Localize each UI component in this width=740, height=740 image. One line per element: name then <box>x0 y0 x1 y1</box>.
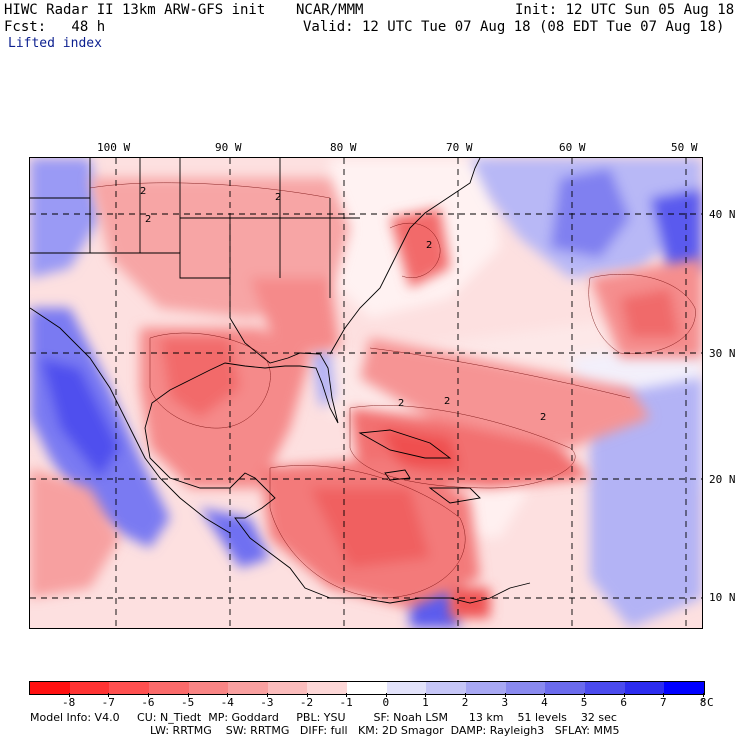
colorbar-label: 6 <box>620 696 628 709</box>
colorbar-segment <box>109 682 149 694</box>
colorbar-segment <box>624 682 665 694</box>
contour-label: 2 <box>140 186 146 197</box>
colorbar-label: -2 <box>299 696 314 709</box>
colorbar-label: 5 <box>580 696 588 709</box>
colorbar-label: -4 <box>220 696 234 709</box>
colorbar-segment <box>545 682 585 694</box>
colorbar-label: -8 <box>62 696 76 709</box>
colorbar-tick <box>266 693 268 697</box>
colorbar-label: -6 <box>141 696 155 709</box>
field-name: Lifted index <box>8 36 102 51</box>
contour-label: 2 <box>444 396 450 407</box>
colorbar-segment <box>30 682 70 694</box>
colorbar-segment <box>664 682 704 694</box>
colorbar-tick <box>346 693 348 697</box>
colorbar-segment <box>267 682 308 694</box>
colorbar-tick <box>663 693 665 697</box>
colorbar-tick <box>68 693 70 697</box>
colorbar-tick <box>425 693 427 697</box>
colorbar-segment <box>148 682 189 694</box>
valid-time: Valid: 12 UTC Tue 07 Aug 18 (08 EDT Tue … <box>303 19 725 35</box>
colorbar-tick <box>544 693 546 697</box>
colorbar-tick <box>306 693 308 697</box>
colorbar-tick <box>227 693 229 697</box>
colorbar-tick <box>465 693 467 697</box>
colorbar-segment <box>347 682 387 694</box>
colorbar-segment <box>228 682 268 694</box>
colorbar-tick <box>108 693 110 697</box>
colorbar-tick <box>187 693 189 697</box>
colorbar-segment <box>69 682 110 694</box>
colorbar-tick <box>584 693 586 697</box>
org-label: NCAR/MMM <box>296 2 364 18</box>
init-time: Init: 12 UTC Sun 05 Aug 18 <box>515 2 735 18</box>
plot-title: HIWC Radar II 13km ARW-GFS init <box>4 2 266 18</box>
colorbar-label: -5 <box>180 696 195 709</box>
lifted-index-map: 2 2 2 2 2 2 2 <box>30 158 702 628</box>
latlon-grid <box>30 158 702 628</box>
colorbar-tick <box>385 693 387 697</box>
colorbar-label: 7 <box>660 696 667 709</box>
colorbar-label: 3 <box>501 696 509 709</box>
colorbar-segment <box>426 682 467 694</box>
colorbar-label: 8 <box>699 696 707 709</box>
colorbar-segment <box>466 682 506 694</box>
lat-label-30n: 30 N <box>709 347 736 360</box>
colorbar-segment <box>505 682 546 694</box>
lat-label-10n: 10 N <box>709 591 736 604</box>
stable-regions <box>30 158 702 628</box>
colorbar <box>29 681 705 695</box>
colorbar-label: -3 <box>260 696 274 709</box>
lon-label-70w: 70 W <box>446 141 473 154</box>
colorbar-tick <box>504 693 506 697</box>
lon-label-60w: 60 W <box>559 141 586 154</box>
colorbar-label: 1 <box>422 696 429 709</box>
contour-label: 2 <box>145 214 151 225</box>
colorbar-label: °C <box>700 696 714 709</box>
forecast-hour: Fcst: 48 h <box>4 19 106 35</box>
model-info-line2: LW: RRTMG SW: RRTMG DIFF: full KM: 2D Sm… <box>150 724 620 737</box>
lon-label-100w: 100 W <box>97 141 131 154</box>
colorbar-label: -1 <box>339 696 353 709</box>
colorbar-label: 0 <box>382 696 390 709</box>
lat-label-20n: 20 N <box>709 473 736 486</box>
lat-label-40n: 40 N <box>709 208 736 221</box>
colorbar-label: 2 <box>461 696 469 709</box>
lon-label-80w: 80 W <box>330 141 357 154</box>
contour-lines <box>89 182 696 599</box>
colorbar-tick <box>147 693 149 697</box>
map-panel: 2 2 2 2 2 2 2 <box>29 157 703 629</box>
colorbar-tick <box>623 693 625 697</box>
colorbar-segment <box>584 682 625 694</box>
model-info-line1: Model Info: V4.0 CU: N_Tiedt MP: Goddard… <box>30 711 617 724</box>
colorbar-label: -7 <box>101 696 115 709</box>
contour-label: 2 <box>398 398 404 409</box>
lon-label-90w: 90 W <box>215 141 242 154</box>
contour-label: 2 <box>275 192 281 203</box>
unstable-regions <box>30 178 702 618</box>
contour-label: 2 <box>426 240 432 251</box>
colorbar-label: 4 <box>541 696 548 709</box>
colorbar-segment <box>386 682 427 694</box>
coastlines <box>30 158 531 604</box>
lon-label-50w: 50 W <box>671 141 698 154</box>
colorbar-segment <box>188 682 229 694</box>
colorbar-tick <box>703 693 704 697</box>
colorbar-segment <box>307 682 348 694</box>
contour-label: 2 <box>540 412 546 423</box>
